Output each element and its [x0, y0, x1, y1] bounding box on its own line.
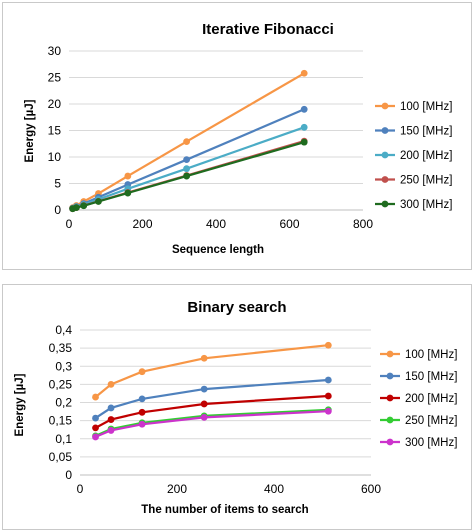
legend-swatch-marker: [386, 394, 394, 402]
y-tick-label: 0: [54, 203, 61, 217]
fibonacci-chart-panel: Iterative Fibonacci Sequence length Ener…: [2, 2, 472, 270]
x-tick-label: 800: [353, 217, 373, 231]
data-point: [138, 368, 146, 376]
y-tick-label: 25: [48, 71, 62, 85]
data-point: [92, 414, 99, 422]
data-point: [92, 393, 99, 401]
data-point: [324, 376, 332, 384]
data-point: [200, 400, 208, 408]
y-tick-label: 20: [48, 97, 62, 111]
legend-swatch-marker: [381, 151, 389, 159]
legend-label: 250 [MHz]: [405, 415, 457, 427]
y-tick-label: 0,2: [55, 396, 72, 410]
legend-label: 300 [MHz]: [405, 437, 457, 449]
data-point: [300, 123, 308, 131]
chart-title: Iterative Fibonacci: [202, 21, 334, 38]
data-point: [183, 156, 191, 164]
legend-swatch-marker: [381, 200, 389, 208]
legend-label: 100 [MHz]: [405, 349, 457, 361]
x-tick-label: 0: [77, 482, 84, 496]
legend-swatch-marker: [386, 350, 394, 358]
data-point: [95, 198, 102, 205]
fibonacci-chart: Iterative Fibonacci Sequence length Ener…: [24, 21, 452, 256]
x-tick-label: 200: [167, 482, 187, 496]
legend-swatch-marker: [386, 416, 394, 424]
legend-label: 100 [MHz]: [400, 101, 452, 113]
data-point: [324, 392, 332, 400]
y-tick-label: 0,35: [49, 341, 73, 355]
x-tick-label: 200: [132, 217, 152, 231]
data-point: [107, 380, 115, 388]
data-point: [124, 172, 132, 180]
y-tick-label: 0,4: [55, 323, 72, 337]
data-point: [200, 413, 208, 421]
x-axis-label: Sequence length: [172, 244, 264, 256]
chart-title: Binary search: [187, 299, 286, 316]
data-point: [138, 420, 146, 428]
legend-label: 250 [MHz]: [400, 175, 452, 187]
data-point: [183, 165, 191, 173]
legend-swatch-marker: [381, 176, 389, 183]
x-tick-label: 600: [361, 482, 381, 496]
data-point: [200, 385, 208, 393]
legend-swatch-marker: [386, 372, 394, 380]
data-point: [107, 427, 115, 434]
x-tick-label: 400: [264, 482, 284, 496]
x-axis-label: The number of items to search: [141, 504, 308, 516]
legend-swatch-marker: [381, 102, 389, 110]
y-tick-label: 0,05: [49, 450, 73, 464]
data-point: [138, 395, 146, 403]
x-tick-label: 600: [279, 217, 299, 231]
data-point: [138, 408, 146, 416]
data-point: [72, 204, 80, 212]
data-point: [80, 202, 88, 210]
data-point: [183, 172, 191, 180]
data-point: [324, 341, 332, 349]
y-tick-label: 0,25: [49, 377, 73, 391]
y-tick-label: 5: [54, 177, 61, 191]
data-point: [107, 416, 115, 423]
legend-swatch-marker: [381, 127, 389, 134]
data-point: [300, 69, 308, 77]
data-point: [200, 354, 208, 362]
binary-search-chart-panel: Binary search The number of items to sea…: [2, 284, 472, 530]
x-tick-label: 400: [206, 217, 226, 231]
y-tick-label: 0,1: [55, 432, 72, 446]
y-tick-label: 0,3: [55, 359, 72, 373]
data-point: [183, 138, 191, 146]
y-axis-label: Energy [µJ]: [24, 99, 36, 162]
binary-search-chart: Binary search The number of items to sea…: [14, 299, 457, 516]
y-tick-label: 15: [48, 124, 62, 138]
y-tick-label: 0,15: [49, 414, 73, 428]
y-tick-label: 10: [48, 150, 62, 164]
legend-label: 150 [MHz]: [400, 126, 452, 138]
y-tick-label: 0: [65, 468, 72, 482]
x-tick-label: 0: [66, 217, 73, 231]
legend-label: 150 [MHz]: [405, 371, 457, 383]
legend-label: 200 [MHz]: [405, 393, 457, 405]
y-axis-label: Energy [µJ]: [14, 373, 26, 436]
legend-label: 300 [MHz]: [400, 199, 452, 211]
data-point: [92, 424, 99, 432]
data-point: [92, 433, 99, 441]
legend-swatch-marker: [386, 438, 394, 446]
data-point: [300, 138, 308, 146]
legend-label: 200 [MHz]: [400, 150, 452, 162]
data-point: [324, 407, 332, 415]
data-point: [300, 105, 308, 113]
y-tick-label: 30: [48, 44, 62, 58]
data-point: [124, 189, 132, 197]
data-point: [107, 404, 115, 412]
